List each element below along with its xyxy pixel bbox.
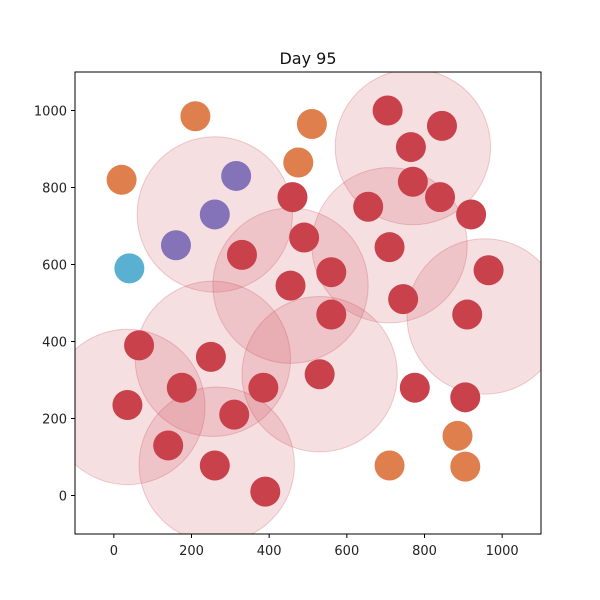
x-tick-label: 200 bbox=[179, 544, 204, 559]
data-point bbox=[395, 132, 426, 163]
data-point bbox=[166, 372, 197, 403]
chart-title: Day 95 bbox=[279, 49, 336, 68]
data-point bbox=[199, 450, 230, 481]
data-point bbox=[316, 299, 347, 330]
data-point bbox=[289, 222, 320, 253]
data-point bbox=[221, 160, 252, 191]
data-point bbox=[374, 232, 405, 263]
x-tick-label: 0 bbox=[110, 544, 118, 559]
data-point bbox=[114, 253, 145, 284]
data-point bbox=[399, 372, 430, 403]
data-point bbox=[450, 451, 481, 482]
x-tick-label: 400 bbox=[257, 544, 282, 559]
data-point bbox=[277, 182, 308, 213]
data-point bbox=[316, 257, 347, 288]
y-tick-label: 800 bbox=[42, 182, 67, 197]
data-point bbox=[219, 399, 250, 430]
data-point bbox=[275, 270, 306, 301]
data-point bbox=[456, 199, 487, 230]
data-point bbox=[372, 95, 403, 126]
data-point bbox=[124, 330, 155, 361]
data-point bbox=[296, 108, 327, 139]
data-point bbox=[397, 166, 428, 197]
y-tick-label: 1000 bbox=[34, 105, 67, 120]
data-point bbox=[153, 430, 184, 461]
data-point bbox=[250, 476, 281, 507]
data-point bbox=[374, 450, 405, 481]
data-point bbox=[388, 284, 419, 315]
data-point bbox=[160, 230, 191, 261]
data-point bbox=[452, 299, 483, 330]
data-point bbox=[473, 255, 504, 286]
x-tick-label: 800 bbox=[412, 544, 437, 559]
plot-frame bbox=[74, 71, 542, 535]
x-tick-label: 1000 bbox=[486, 544, 519, 559]
y-tick-label: 0 bbox=[59, 490, 67, 505]
data-point bbox=[425, 182, 456, 213]
data-point bbox=[426, 110, 457, 141]
data-point bbox=[450, 382, 481, 413]
y-tick-label: 600 bbox=[42, 259, 67, 274]
y-tick-label: 400 bbox=[42, 336, 67, 351]
data-point bbox=[353, 191, 384, 222]
point-layer bbox=[106, 95, 504, 507]
data-point bbox=[112, 390, 143, 421]
data-point bbox=[226, 239, 257, 270]
data-point bbox=[195, 341, 226, 372]
data-point bbox=[180, 101, 211, 132]
data-point bbox=[283, 147, 314, 178]
data-point bbox=[442, 420, 473, 451]
data-point bbox=[106, 164, 137, 195]
data-point bbox=[304, 359, 335, 390]
data-point bbox=[248, 372, 279, 403]
axis-layer: 0 200 400 600 800 1000 0 200 400 600 800 1000 bbox=[34, 105, 519, 560]
x-tick-label: 600 bbox=[334, 544, 359, 559]
y-tick-label: 200 bbox=[42, 413, 67, 428]
halo-layer bbox=[75, 72, 541, 534]
data-point bbox=[199, 199, 230, 230]
